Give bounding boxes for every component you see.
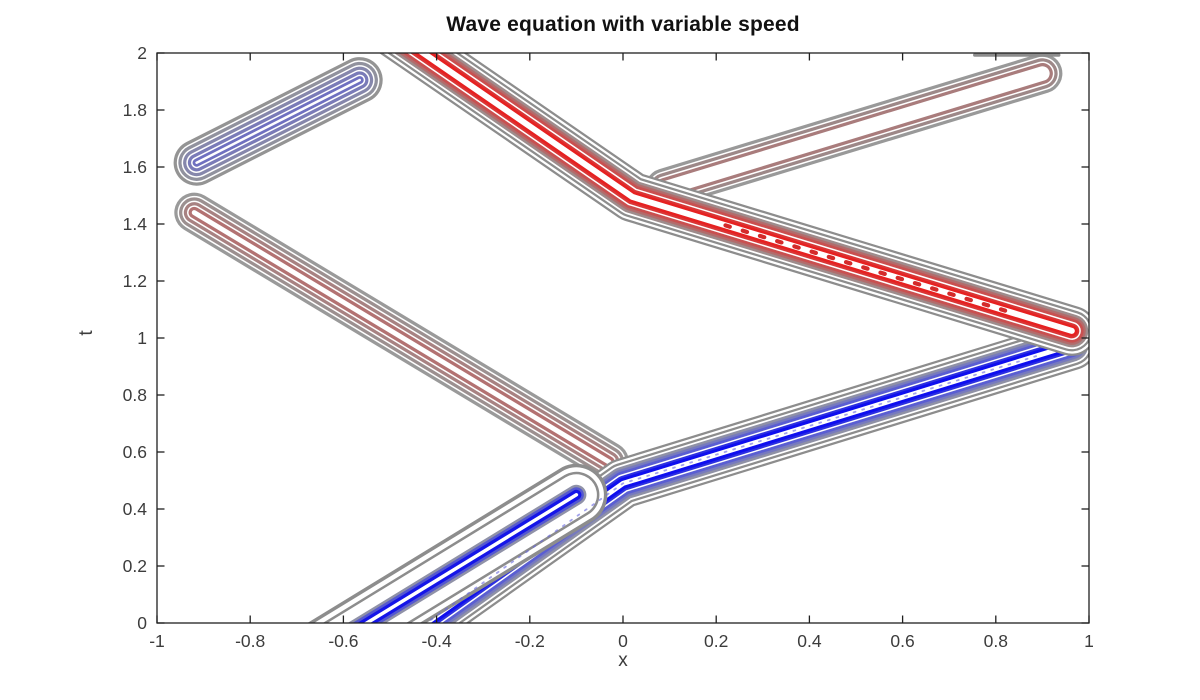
y-tick-label: 1.6: [123, 157, 147, 177]
x-tick-label: 0.2: [704, 631, 728, 651]
x-tick-label: -1: [149, 631, 165, 651]
contour-bands-group: [173, 53, 1089, 623]
y-tick-label: 1.4: [123, 214, 148, 234]
x-tick-label: 0.6: [890, 631, 914, 651]
x-tick-label: -0.2: [515, 631, 545, 651]
contour-level-red-core-dotted-line: [723, 223, 1008, 313]
y-tick-label: 0.8: [123, 385, 147, 405]
y-axis-label: t: [76, 330, 97, 336]
chart-title: Wave equation with variable speed: [446, 13, 800, 36]
x-tick-label: 1: [1084, 631, 1094, 651]
y-tick-label: 2: [137, 43, 147, 63]
x-tick-label: -0.6: [328, 631, 358, 651]
y-tick-label: 0.6: [123, 442, 147, 462]
axes-box: [156, 52, 1090, 624]
x-tick-label: -0.8: [235, 631, 265, 651]
x-tick-label: 0: [618, 631, 628, 651]
contour-level-strong-blue-left-stripe: [363, 493, 579, 623]
contour-level-faint-red-stadium-upper-right: [657, 66, 1050, 196]
x-tick-label: 0.8: [984, 631, 1008, 651]
contour-level-strong-blue-band: [397, 328, 1089, 623]
y-tick-label: 0.2: [123, 556, 147, 576]
contour-level-strong-red-band: [417, 53, 1075, 334]
y-tick-label: 0: [137, 613, 147, 633]
x-axis-label: x: [618, 650, 628, 671]
y-tick-label: 1.8: [123, 100, 147, 120]
contour-level-blue-core-dotted-line: [424, 353, 1044, 623]
y-tick-label: 1.2: [123, 271, 147, 291]
x-tick-label: -0.4: [422, 631, 452, 651]
y-tick-label: 0.4: [123, 499, 148, 519]
y-tick-label: 1: [137, 328, 147, 348]
contour-level-faint-red-stadium-middle-left: [191, 210, 612, 465]
contour-level-faint-blue-stadium-upper-left: [195, 78, 361, 164]
x-tick-label: 0.4: [797, 631, 822, 651]
